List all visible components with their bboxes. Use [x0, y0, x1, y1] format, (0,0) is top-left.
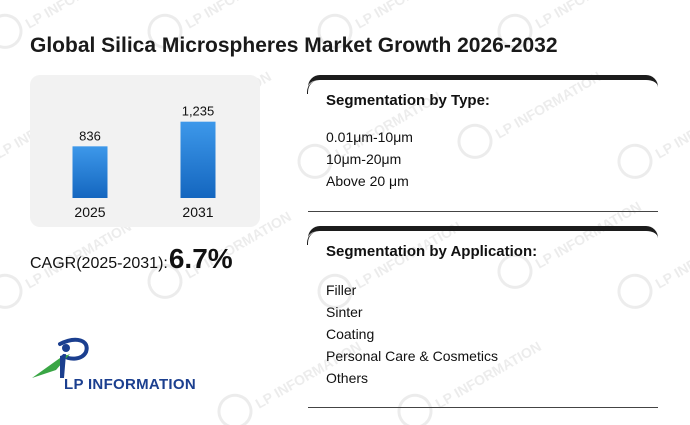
cagr-value: 6.7%	[168, 243, 233, 274]
chart-panel: 836 2025 1,235 2031	[30, 75, 260, 227]
cagr-label: CAGR(2025-2031):	[30, 255, 168, 272]
segmentation-type-title: Segmentation by Type:	[326, 92, 490, 109]
lp-information-logo: LP INFORMATION	[30, 330, 200, 400]
svg-text:LP INFORMATION: LP INFORMATION	[653, 218, 690, 291]
svg-text:LP INFORMATION: LP INFORMATION	[653, 88, 690, 161]
svg-text:LP INFORMATION: LP INFORMATION	[23, 0, 134, 32]
cagr-readout: CAGR(2025-2031): 6.7%	[30, 243, 233, 275]
segmentation-by-type-panel: Segmentation by Type: 0.01μm-10μm 10μm-2…	[307, 75, 658, 212]
list-item: Above 20 μm	[326, 173, 409, 189]
segmentation-application-list: Filler Sinter Coating Personal Care & Co…	[326, 279, 498, 389]
list-item: Others	[326, 370, 369, 386]
list-item: 0.01μm-10μm	[326, 129, 413, 145]
svg-text:LP INFORMATION: LP INFORMATION	[353, 0, 464, 32]
list-item: Sinter	[326, 304, 363, 320]
bar-2031	[180, 121, 216, 198]
x-tick-label: 2025	[74, 204, 105, 220]
svg-text:LP INFORMATION: LP INFORMATION	[183, 0, 294, 32]
logo-text: LP INFORMATION	[64, 376, 196, 393]
segmentation-type-list: 0.01μm-10μm 10μm-20μm Above 20 μm	[326, 126, 413, 192]
data-label: 1,235	[182, 104, 215, 119]
svg-text:LP INFORMATION: LP INFORMATION	[533, 0, 644, 32]
list-item: Coating	[326, 326, 375, 342]
bar-2025	[72, 146, 108, 198]
list-item: 10μm-20μm	[326, 151, 402, 167]
segmentation-application-title: Segmentation by Application:	[326, 243, 538, 260]
segmentation-by-application-panel: Segmentation by Application: Filler Sint…	[307, 226, 658, 408]
page-title: Global Silica Microspheres Market Growth…	[30, 34, 558, 57]
bar-chart: 836 2025 1,235 2031	[72, 104, 216, 220]
logo-mark-icon	[32, 337, 89, 378]
list-item: Filler	[326, 282, 357, 298]
x-tick-label: 2031	[182, 204, 213, 220]
data-label: 836	[79, 128, 101, 143]
list-item: Personal Care & Cosmetics	[326, 348, 498, 364]
